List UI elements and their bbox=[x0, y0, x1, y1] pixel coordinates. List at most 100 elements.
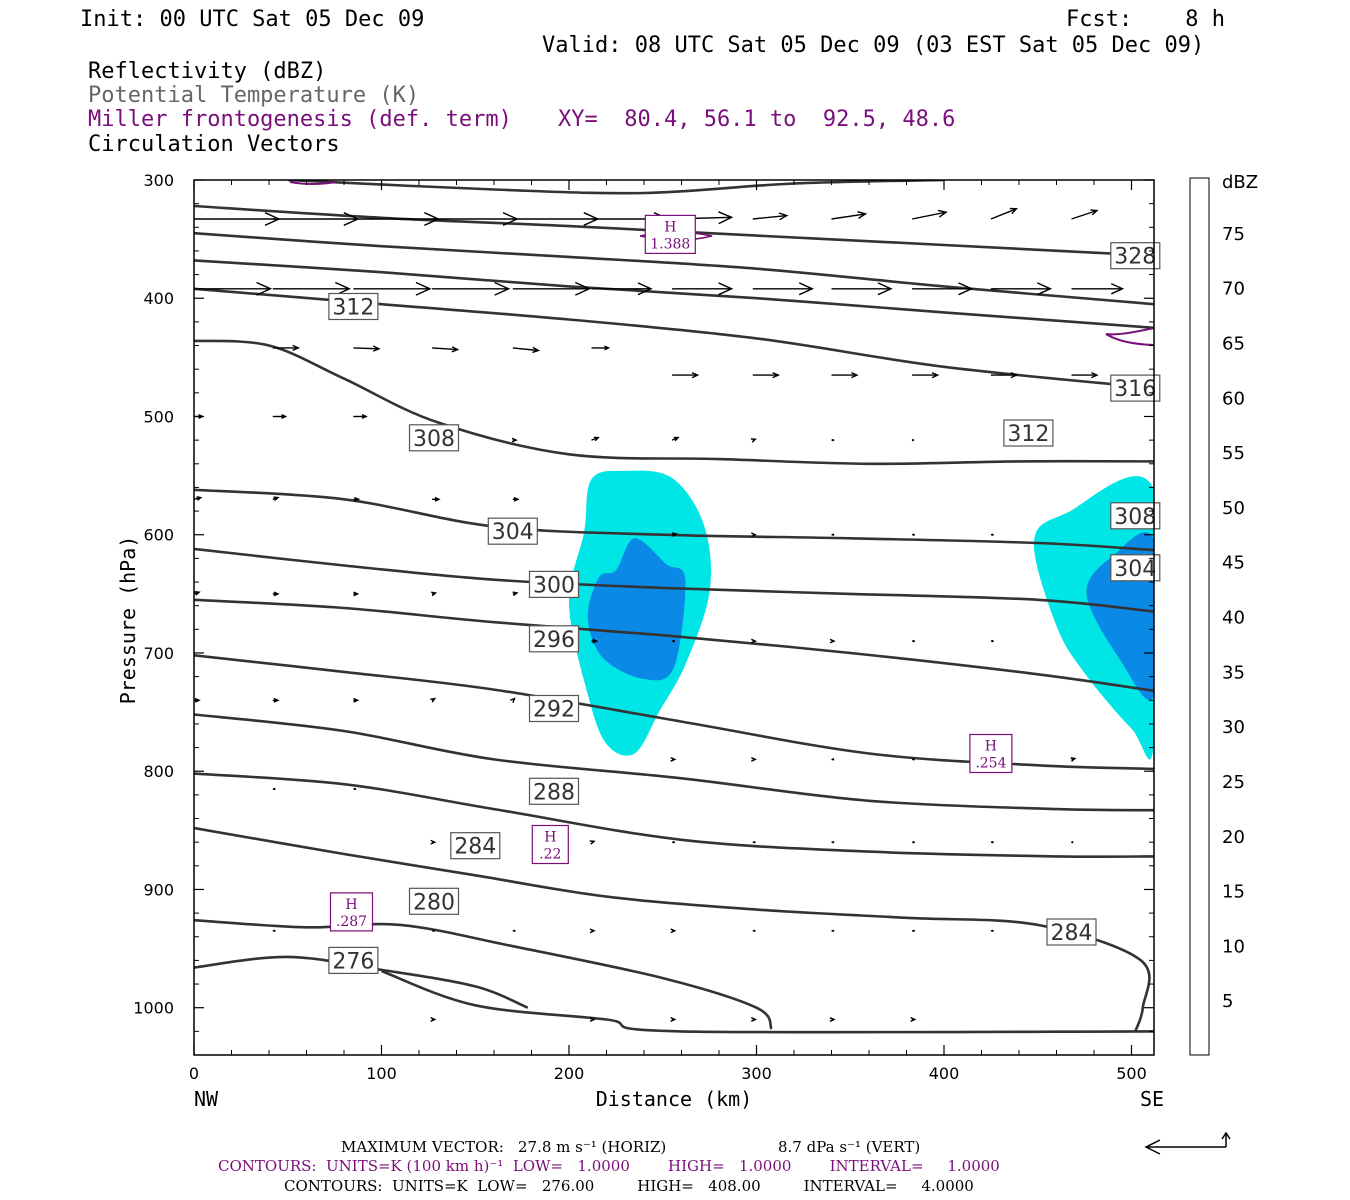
theta-label-text: 276 bbox=[332, 949, 374, 974]
colorbar-label: 20 bbox=[1222, 827, 1245, 848]
colorbar-label: 5 bbox=[1222, 991, 1233, 1012]
theta-label: 304 bbox=[487, 517, 538, 545]
circulation-vector bbox=[272, 344, 301, 352]
circulation-vector bbox=[1071, 371, 1099, 379]
circulation-vector bbox=[432, 929, 435, 932]
colorbar-label: 55 bbox=[1222, 443, 1245, 464]
y-tick-label: 500 bbox=[143, 407, 174, 426]
circulation-vector bbox=[353, 697, 360, 703]
valid-time: Valid: 08 UTC Sat 05 Dec 09 (03 EST Sat … bbox=[542, 33, 1204, 58]
max-vector-vert: 8.7 dPa s⁻¹ (VERT) bbox=[778, 1138, 920, 1156]
theta-contour bbox=[194, 259, 1154, 330]
circulation-vector bbox=[432, 281, 511, 296]
theta-contour bbox=[194, 598, 1154, 693]
circulation-vectors bbox=[194, 207, 1125, 1022]
circulation-vector bbox=[353, 281, 432, 296]
theta-label: 308 bbox=[408, 424, 460, 452]
circulation-vector bbox=[194, 496, 203, 501]
theta-label-text: 288 bbox=[533, 780, 575, 805]
circulation-vector bbox=[912, 533, 915, 536]
reference-vector-arrow bbox=[1144, 1131, 1231, 1155]
section-endpoints: XY= 80.4, 56.1 to 92.5, 48.6 bbox=[558, 107, 955, 132]
circulation-vector bbox=[752, 371, 781, 379]
circulation-vector bbox=[912, 640, 915, 643]
circulation-vector bbox=[912, 929, 915, 932]
field-circulation-vectors: Circulation Vectors bbox=[88, 132, 340, 157]
theta-label-text: 296 bbox=[533, 628, 575, 653]
circulation-vector bbox=[591, 345, 611, 351]
forecast-hour: Fcst: 8 h bbox=[1066, 7, 1225, 32]
theta-label: 280 bbox=[408, 887, 460, 915]
max-vector-horiz: 27.8 m s⁻¹ (HORIZ) bbox=[518, 1138, 666, 1156]
reflectivity-area-10dbz bbox=[587, 538, 686, 681]
theta-label: 312 bbox=[1003, 419, 1054, 447]
y-tick-label: 1000 bbox=[133, 999, 174, 1018]
circulation-vector bbox=[512, 281, 592, 296]
y-tick-label: 600 bbox=[143, 526, 174, 545]
circulation-vector bbox=[432, 346, 460, 353]
colorbar-label: 45 bbox=[1222, 553, 1245, 574]
theta-label: 284 bbox=[450, 832, 501, 860]
high-letter: H bbox=[985, 739, 997, 755]
colorbar-label: 35 bbox=[1222, 662, 1245, 683]
x-axis-right-end: SE bbox=[1140, 1087, 1164, 1111]
circulation-vector bbox=[1071, 283, 1125, 295]
circulation-vector bbox=[510, 697, 516, 703]
colorbar-frame bbox=[1189, 177, 1210, 1056]
circulation-vector bbox=[194, 591, 201, 596]
max-vector-label: MAXIMUM VECTOR: bbox=[341, 1138, 504, 1156]
circulation-vector bbox=[430, 1017, 437, 1022]
high-letter: H bbox=[664, 219, 676, 235]
circulation-vector bbox=[353, 345, 381, 352]
theta-label: 304 bbox=[1110, 554, 1161, 582]
theta-contour-labels: 328 312 316 308 312 304 308 300 304 296 292 288 284 2… bbox=[328, 242, 1161, 974]
theta-label-text: 312 bbox=[1007, 422, 1049, 447]
circulation-vector bbox=[752, 841, 756, 844]
theta-label-text: 316 bbox=[1114, 377, 1156, 402]
circulation-vector bbox=[751, 532, 758, 538]
theta-label: 328 bbox=[1110, 242, 1161, 270]
circulation-vector bbox=[1071, 841, 1074, 844]
theta-label: 300 bbox=[528, 570, 580, 598]
circulation-vector bbox=[912, 282, 974, 296]
circulation-vector bbox=[272, 414, 288, 419]
circulation-vector bbox=[430, 839, 437, 845]
circulation-vector bbox=[672, 282, 734, 296]
frontogenesis-contour bbox=[289, 181, 337, 185]
circulation-vector bbox=[272, 787, 276, 791]
circulation-vector bbox=[829, 1017, 836, 1022]
circulation-vector bbox=[831, 211, 868, 220]
circulation-vector bbox=[672, 371, 700, 379]
theta-label: 284 bbox=[1046, 918, 1097, 946]
colorbar-label: 75 bbox=[1222, 224, 1245, 245]
circulation-vector bbox=[990, 841, 994, 844]
theta-label-text: 284 bbox=[1051, 921, 1093, 946]
field-reflectivity: Reflectivity (dBZ) bbox=[88, 59, 326, 84]
circulation-vector bbox=[829, 638, 836, 644]
theta-label-text: 280 bbox=[413, 890, 455, 915]
circulation-vector bbox=[670, 928, 677, 934]
circulation-vector bbox=[353, 212, 441, 226]
theta-contour bbox=[194, 339, 1154, 466]
theta-contour bbox=[194, 955, 529, 1009]
colorbar-label: 70 bbox=[1222, 279, 1245, 300]
frontogenesis-high: H1.388 bbox=[644, 214, 696, 254]
circulation-vector bbox=[990, 371, 1019, 379]
y-tick-label: 900 bbox=[143, 880, 174, 899]
circulation-vector bbox=[1071, 209, 1099, 220]
circulation-vector bbox=[272, 591, 280, 597]
theta-label: 308 bbox=[1110, 502, 1161, 530]
reflectivity-shading bbox=[568, 470, 1154, 760]
field-potential-temperature: Potential Temperature (K) bbox=[88, 83, 419, 108]
high-value: .22 bbox=[539, 847, 561, 863]
circulation-vector bbox=[430, 697, 437, 703]
circulation-vector bbox=[353, 414, 368, 419]
y-tick-label: 300 bbox=[143, 171, 174, 190]
circulation-vector bbox=[194, 281, 273, 296]
y-tick-label: 700 bbox=[143, 644, 174, 663]
x-axis-label: Distance (km) bbox=[596, 1087, 753, 1111]
circulation-vector bbox=[912, 371, 940, 379]
axes: 0 100 200 300 400 500 300 400 500 600 700 800 900 100… bbox=[133, 171, 1154, 1083]
theta-contour bbox=[194, 488, 1154, 552]
